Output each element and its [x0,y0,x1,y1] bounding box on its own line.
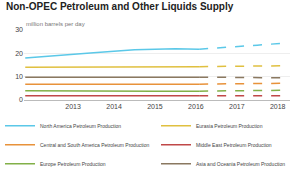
svg-text:Eurasia Petroleum Production: Eurasia Petroleum Production [196,123,263,129]
svg-text:20: 20 [15,50,23,57]
svg-text:2016: 2016 [188,103,204,110]
svg-text:30: 30 [15,26,23,33]
svg-text:2018: 2018 [270,103,286,110]
svg-text:10: 10 [15,73,23,80]
svg-text:Asia and Oceania Petroleum Pro: Asia and Oceania Petroleum Production [196,161,285,167]
svg-text:2013: 2013 [65,103,81,110]
svg-text:million barrels per day: million barrels per day [26,21,85,27]
svg-text:2017: 2017 [229,103,245,110]
svg-text:Central and South America Petr: Central and South America Petroleum Prod… [40,142,149,148]
svg-text:Non-OPEC Petroleum and Other L: Non-OPEC Petroleum and Other Liquids Sup… [6,1,234,12]
svg-text:North America Petroleum Produc: North America Petroleum Production [40,123,121,129]
svg-text:Middle East Petroleum Producti: Middle East Petroleum Production [196,142,272,148]
svg-text:2014: 2014 [106,103,122,110]
svg-text:Europe Petroleum Production: Europe Petroleum Production [40,161,106,167]
svg-text:2015: 2015 [147,103,163,110]
svg-text:0: 0 [19,96,23,103]
